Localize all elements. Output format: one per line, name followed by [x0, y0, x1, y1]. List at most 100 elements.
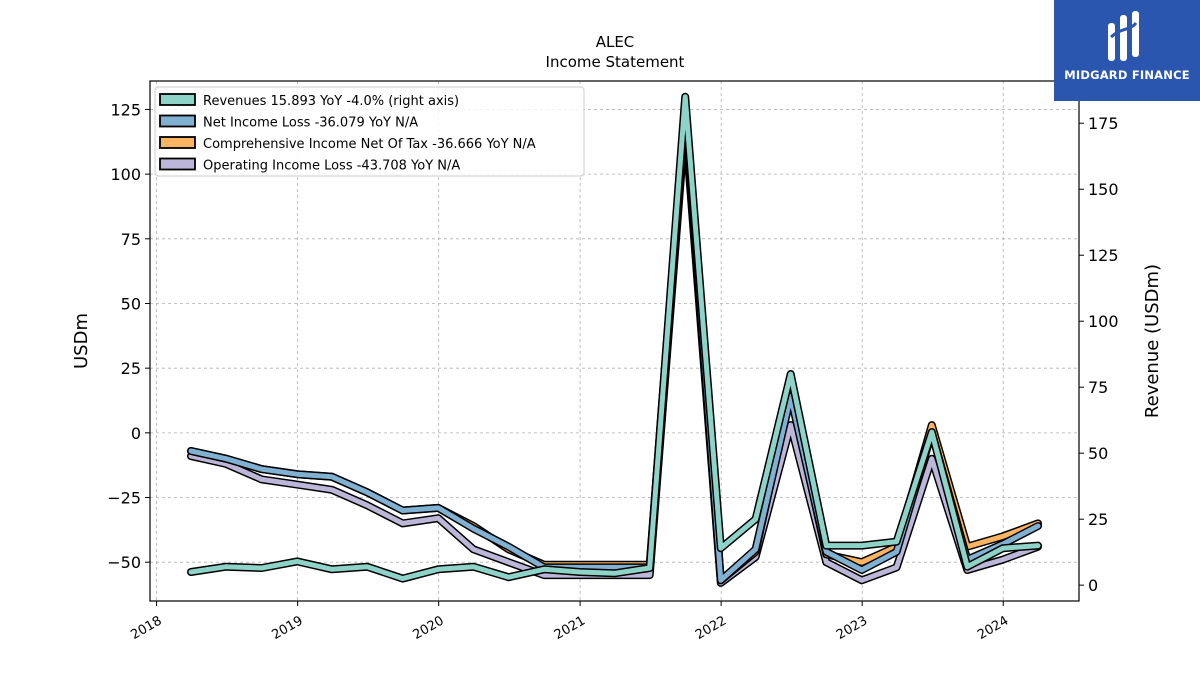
data-point [895, 550, 898, 554]
legend-entry: Operating Income Loss -43.708 YoY N/A [203, 159, 460, 174]
legend-swatch [159, 136, 196, 149]
midgard-logo-icon [1108, 11, 1139, 61]
data-point [189, 454, 193, 458]
legend-entry: Comprehensive Income Net Of Tax -36.666 … [203, 137, 536, 152]
x-tick-label: 2021 [552, 613, 588, 643]
y-right-tick-label: 75 [1088, 378, 1108, 397]
y-left-tick-label: 50 [121, 294, 141, 313]
data-point [472, 565, 475, 568]
data-point [930, 423, 933, 427]
x-tick-label: 2024 [975, 613, 1011, 643]
data-point [260, 467, 263, 471]
y-right-tick-label: 125 [1088, 246, 1119, 265]
data-point [224, 462, 228, 466]
data-point [189, 449, 193, 453]
data-point [648, 566, 651, 570]
data-point [1001, 547, 1005, 550]
x-tick-label: 2020 [411, 613, 447, 643]
data-point [365, 491, 369, 494]
data-point [1036, 524, 1040, 528]
data-point [930, 457, 933, 460]
data-point [296, 560, 299, 563]
legend-swatch [159, 114, 196, 128]
chart-subtitle: Income Statement [546, 53, 685, 71]
data-point [365, 504, 369, 507]
data-point [895, 566, 898, 569]
data-point [825, 544, 828, 547]
midgard-logo: MIDGARD FINANCE [1054, 0, 1200, 101]
data-point [789, 423, 792, 427]
data-point [437, 517, 440, 520]
y-right-tick-label: 150 [1088, 180, 1119, 199]
y-left-tick-label: 100 [110, 165, 141, 184]
data-point [825, 560, 828, 564]
data-point [860, 560, 864, 564]
data-point [895, 540, 898, 543]
data-point [472, 527, 475, 530]
data-point [754, 517, 757, 521]
data-point [613, 566, 616, 569]
data-point [260, 566, 263, 570]
y-right-tick-label: 0 [1088, 576, 1098, 595]
legend-entry: Revenues 15.893 YoY -4.0% (right axis) [203, 94, 459, 109]
data-point [789, 372, 792, 376]
legend-swatch [159, 93, 196, 106]
chart-title: ALEC [596, 33, 635, 51]
data-point [224, 457, 228, 460]
y-left-tick-label: 125 [110, 100, 141, 119]
data-point [578, 570, 581, 574]
y-right-tick-label: 175 [1088, 114, 1119, 133]
data-point [296, 483, 299, 486]
data-point [860, 544, 864, 547]
data-point [542, 573, 546, 577]
data-point [966, 565, 969, 568]
plot-frame [149, 80, 1080, 602]
data-point [401, 522, 404, 525]
data-point [330, 488, 334, 491]
data-point [860, 579, 864, 582]
legend: Revenues 15.893 YoY -4.0% (right axis) Ne… [154, 86, 585, 177]
y-left-tick-label: −25 [107, 489, 141, 508]
legend-box [154, 86, 585, 177]
y-left-tick-label: −50 [107, 553, 141, 572]
data-point [860, 568, 864, 572]
data-point [1001, 535, 1005, 538]
data-point [1001, 558, 1005, 561]
data-point [437, 506, 440, 510]
y-left-tick-label: 75 [121, 230, 141, 249]
legend-entry: Net Income Loss -36.079 YoY N/A [203, 116, 418, 131]
data-point [296, 473, 299, 476]
data-point [472, 548, 475, 551]
data-point [648, 573, 651, 577]
x-tick-label: 2023 [834, 613, 870, 643]
x-tick-label: 2018 [128, 613, 164, 643]
data-point [613, 572, 616, 575]
data-point [825, 550, 828, 554]
midgard-logo-text: MIDGARD FINANCE [1064, 68, 1190, 82]
data-point [401, 577, 404, 580]
y-left-tick-label: 0 [131, 424, 141, 443]
data-point [330, 568, 334, 571]
data-point [365, 565, 369, 568]
x-tick-label: 2019 [269, 613, 305, 643]
y-left-tick-label: 25 [121, 359, 141, 378]
data-point [507, 576, 510, 579]
data-point [719, 579, 722, 582]
data-point [401, 509, 404, 512]
data-point [507, 545, 510, 548]
data-point [754, 548, 757, 551]
data-point [684, 95, 687, 99]
y-axis-right-label: Revenue (USDm) [1142, 264, 1163, 418]
y-axis-left-label: USDm [71, 313, 92, 369]
data-point [330, 475, 334, 479]
series-lines [187, 92, 1042, 587]
legend-swatch [159, 157, 196, 171]
data-point [507, 560, 510, 564]
data-point [542, 568, 546, 571]
y-right-tick-label: 100 [1088, 312, 1119, 331]
y-right-tick-label: 25 [1088, 510, 1108, 529]
data-point [437, 568, 440, 571]
data-point [189, 570, 193, 574]
data-point [719, 547, 722, 550]
